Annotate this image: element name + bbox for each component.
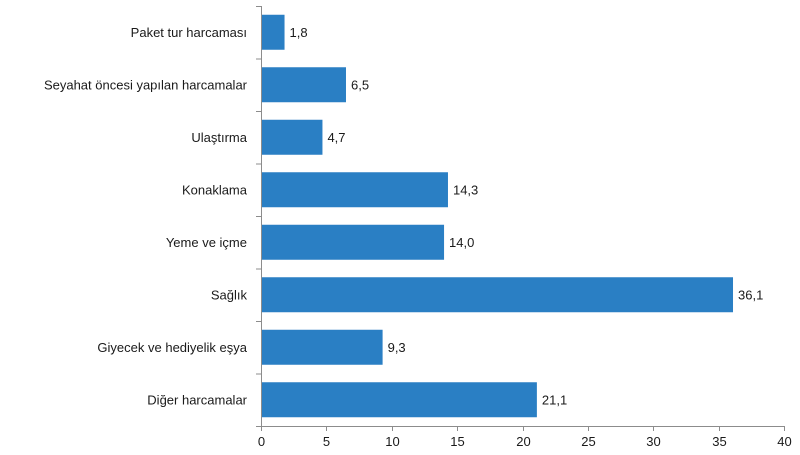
bar [261, 329, 383, 365]
category-label: Giyecek ve hediyelik eşya [97, 340, 247, 355]
category-label: Diğer harcamalar [147, 392, 247, 407]
bar [261, 14, 285, 50]
bar [261, 224, 445, 260]
data-label: 9,3 [388, 340, 406, 355]
data-label: 36,1 [738, 287, 763, 302]
bar [261, 172, 448, 208]
bar [261, 277, 734, 313]
x-tick-label: 5 [323, 434, 330, 449]
x-tick-label: 25 [581, 434, 595, 449]
x-tick-label: 35 [712, 434, 726, 449]
data-label: 14,0 [449, 235, 474, 250]
data-label: 1,8 [290, 25, 308, 40]
category-label: Yeme ve içme [166, 235, 247, 250]
data-label: 21,1 [542, 392, 567, 407]
bar [261, 67, 346, 103]
x-tick-label: 15 [450, 434, 464, 449]
x-tick-label: 10 [385, 434, 399, 449]
bar [261, 119, 323, 155]
data-label: 4,7 [327, 130, 345, 145]
category-label: Sağlık [211, 287, 248, 302]
category-label: Konaklama [182, 182, 248, 197]
x-tick-label: 40 [777, 434, 791, 449]
bar [261, 382, 537, 418]
x-tick-label: 0 [258, 434, 265, 449]
category-label: Seyahat öncesi yapılan harcamalar [44, 77, 248, 92]
category-label: Paket tur harcaması [131, 25, 247, 40]
data-label: 14,3 [453, 182, 478, 197]
data-label: 6,5 [351, 77, 369, 92]
x-tick-label: 20 [516, 434, 530, 449]
x-tick-label: 30 [646, 434, 660, 449]
category-label: Ulaştırma [191, 130, 247, 145]
